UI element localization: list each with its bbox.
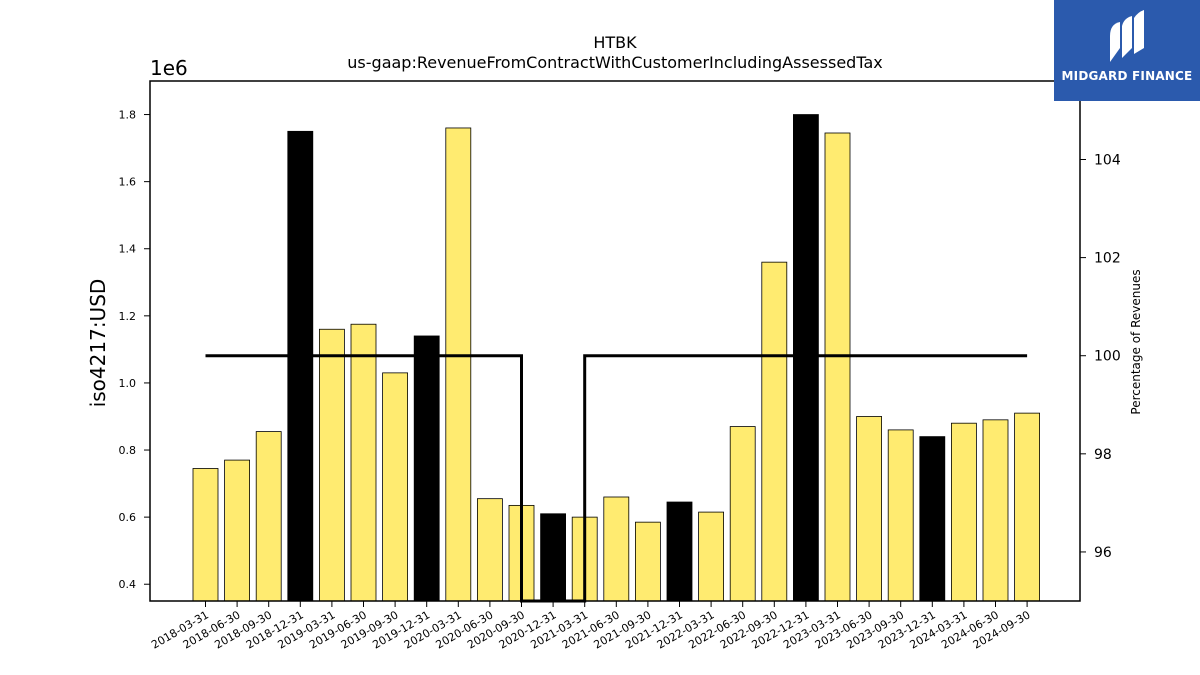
y-tick-label: 1.4	[119, 243, 137, 256]
bar-2023-12-31	[919, 436, 946, 602]
bar-2024-03-31	[951, 422, 977, 602]
y-tick-label: 1.8	[119, 109, 137, 122]
bar-2019-03-31	[318, 328, 345, 602]
y2-axis-label: Percentage of Revenues	[1129, 269, 1143, 414]
y2-tick-label: 104	[1094, 152, 1121, 168]
logo-text: MIDGARD FINANCE	[1061, 69, 1193, 83]
y2-tick-label: 98	[1094, 447, 1112, 463]
bar-2024-06-30	[982, 419, 1009, 602]
bar-series	[192, 114, 1040, 602]
y-axis-ticks: 0.4 0.6 0.8 1.0 1.2 1.4 1.6 1.8	[119, 109, 150, 591]
y2-axis-ticks: 96 98 100 102 104	[1080, 152, 1121, 561]
chart-title: HTBK	[593, 33, 637, 52]
bar-2019-12-31	[413, 335, 440, 602]
bar-2018-09-30	[255, 431, 282, 602]
bar-2022-12-31	[793, 114, 819, 602]
y-tick-label: 0.4	[119, 578, 137, 591]
x-axis-ticks: 2018-03-312018-06-302018-09-302018-12-31…	[149, 601, 1033, 652]
bar-2021-06-30	[603, 496, 630, 602]
bar-2021-12-31	[666, 501, 693, 602]
y-axis-label: iso4217:USD	[86, 279, 110, 408]
y2-tick-label: 100	[1094, 349, 1121, 365]
midgard-finance-logo: MIDGARD FINANCE	[1054, 0, 1200, 101]
y2-tick-label: 102	[1094, 251, 1121, 267]
chart-subtitle: us-gaap:RevenueFromContractWithCustomerI…	[347, 53, 882, 72]
bar-2024-09-30	[1014, 412, 1040, 602]
bar-2019-06-30	[350, 323, 377, 602]
y-tick-label: 0.6	[119, 511, 137, 524]
bar-2018-06-30	[224, 459, 251, 602]
bar-2020-06-30	[476, 498, 503, 602]
bar-2023-06-30	[856, 416, 882, 602]
bar-2020-03-31	[445, 127, 472, 602]
bar-2022-09-30	[761, 261, 788, 602]
bar-2022-06-30	[729, 426, 756, 602]
bar-2022-03-31	[698, 511, 724, 602]
y-offset-label: 1e6	[150, 56, 188, 80]
y-tick-label: 1.6	[119, 176, 137, 189]
bar-2023-03-31	[824, 132, 851, 602]
logo-mark-icon	[1110, 10, 1144, 62]
bar-2018-03-31	[192, 468, 219, 602]
bar-2023-09-30	[887, 429, 914, 602]
bar-2020-12-31	[540, 513, 566, 602]
plot-frame	[149, 80, 1081, 602]
bar-2019-09-30	[382, 372, 409, 602]
y-tick-label: 1.2	[119, 310, 137, 323]
y-tick-label: 1.0	[119, 377, 137, 390]
bar-2021-09-30	[635, 521, 661, 602]
y-tick-label: 0.8	[119, 444, 137, 457]
y2-tick-label: 96	[1094, 545, 1112, 561]
bar-2018-12-31	[287, 130, 314, 602]
